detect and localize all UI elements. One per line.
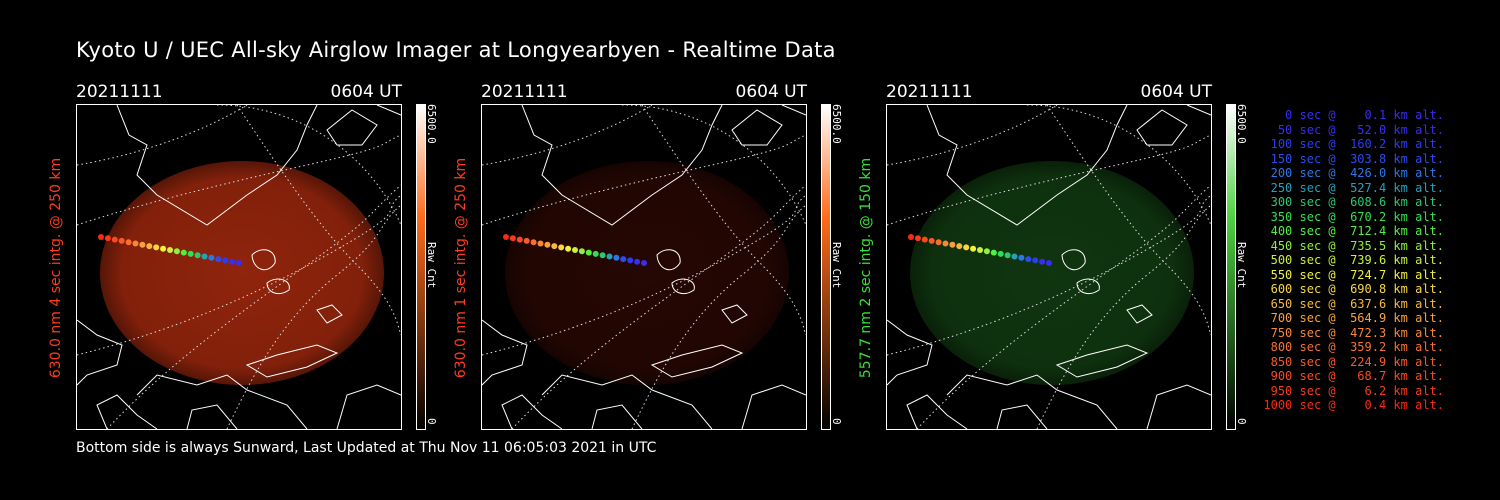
- legend-entry: 450 sec @ 735.5 km alt.: [1263, 238, 1444, 253]
- imager-panel-1: 20211111 0604 UT 630.0 nm 4 sec intg. @ 25…: [48, 82, 456, 432]
- colorbar: [821, 104, 831, 430]
- legend-entry: 1000 sec @ 0.4 km alt.: [1263, 398, 1444, 412]
- colorbar-min-label: 0: [1235, 418, 1248, 425]
- legend-entry: 350 sec @ 670.2 km alt.: [1263, 209, 1444, 224]
- colorbar-unit-label: Raw Cnt: [830, 242, 843, 289]
- page-title: Kyoto U / UEC All-sky Airglow Imager at …: [76, 38, 836, 62]
- colorbar-unit-label: Raw Cnt: [1235, 242, 1248, 289]
- airglow-image: [100, 161, 384, 385]
- airglow-image: [910, 161, 1194, 385]
- allsky-map: [481, 104, 807, 430]
- legend-entry: 200 sec @ 426.0 km alt.: [1263, 166, 1444, 180]
- panel-time: 0604 UT: [330, 82, 403, 102]
- airglow-image: [505, 161, 789, 385]
- colorbar-max-label: 6500.0: [830, 104, 843, 144]
- panel-date: 20211111: [481, 82, 568, 102]
- legend-entry: 650 sec @ 637.6 km alt.: [1263, 296, 1444, 311]
- panel-wavelength-label: 557.7 nm 2 sec intg. @ 150 km: [858, 157, 874, 379]
- legend-entry: 950 sec @ 6.2 km alt.: [1263, 383, 1444, 398]
- legend-entry: 150 sec @ 303.8 km alt.: [1263, 151, 1444, 166]
- colorbar-max-label: 6500.0: [1235, 104, 1248, 144]
- colorbar-unit-label: Raw Cnt: [425, 242, 438, 289]
- allsky-map: [76, 104, 402, 430]
- legend-entry: 300 sec @ 608.6 km alt.: [1263, 195, 1444, 209]
- legend-entry: 900 sec @ 68.7 km alt.: [1263, 369, 1444, 383]
- colorbar-max-label: 6500.0: [425, 104, 438, 144]
- colorbar: [416, 104, 426, 430]
- legend-entry: 800 sec @ 359.2 km alt.: [1263, 340, 1444, 354]
- legend-entry: 400 sec @ 712.4 km alt.: [1263, 224, 1444, 238]
- panel-date: 20211111: [886, 82, 973, 102]
- colorbar: [1226, 104, 1236, 430]
- legend-entry: 550 sec @ 724.7 km alt.: [1263, 267, 1444, 282]
- legend-entry: 750 sec @ 472.3 km alt.: [1263, 325, 1444, 340]
- colorbar-min-label: 0: [425, 418, 438, 425]
- allsky-map: [886, 104, 1212, 430]
- colorbar-min-label: 0: [830, 418, 843, 425]
- footer-note: Bottom side is always Sunward, Last Upda…: [76, 440, 657, 456]
- panel-wavelength-label: 630.0 nm 1 sec intg. @ 250 km: [453, 157, 469, 379]
- legend-entry: 50 sec @ 52.0 km alt.: [1263, 122, 1444, 137]
- legend-entry: 0 sec @ 0.1 km alt.: [1263, 108, 1444, 122]
- panel-wavelength-label: 630.0 nm 4 sec intg. @ 250 km: [48, 157, 64, 379]
- imager-panel-2: 20211111 0604 UT 630.0 nm 1 sec intg. @ 25…: [453, 82, 861, 432]
- panel-date: 20211111: [76, 82, 163, 102]
- legend-entry: 500 sec @ 739.6 km alt.: [1263, 253, 1444, 267]
- panel-time: 0604 UT: [1140, 82, 1213, 102]
- legend-entry: 600 sec @ 690.8 km alt.: [1263, 282, 1444, 296]
- imager-panel-3: 20211111 0604 UT 557.7 nm 2 sec intg. @ 15…: [858, 82, 1266, 432]
- panel-time: 0604 UT: [735, 82, 808, 102]
- legend-entry: 850 sec @ 224.9 km alt.: [1263, 354, 1444, 369]
- legend-entry: 100 sec @ 160.2 km alt.: [1263, 137, 1444, 151]
- legend-entry: 250 sec @ 527.4 km alt.: [1263, 180, 1444, 195]
- legend-entry: 700 sec @ 564.9 km alt.: [1263, 311, 1444, 325]
- trajectory-legend: 0 sec @ 0.1 km alt. 50 sec @ 52.0 km alt…: [1262, 108, 1444, 413]
